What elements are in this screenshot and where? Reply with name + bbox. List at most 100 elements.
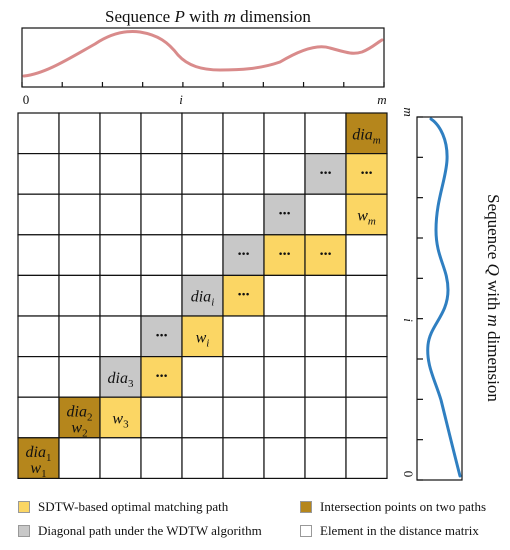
matrix-cell bbox=[304, 356, 347, 398]
ellipsis-label: ··· bbox=[238, 246, 250, 263]
ellipsis-label: ··· bbox=[320, 246, 332, 263]
legend-sdtw-label: SDTW-based optimal matching path bbox=[38, 499, 229, 514]
cell-label-dia-i: diai bbox=[191, 289, 215, 309]
legend: SDTW-based optimal matching path Interse… bbox=[18, 495, 508, 545]
matrix-cell-intersection bbox=[345, 112, 388, 155]
right-plot-ticks bbox=[417, 116, 423, 481]
right-tick-label-end: m bbox=[401, 107, 416, 116]
matrix-cell bbox=[99, 234, 142, 277]
matrix-cell bbox=[140, 274, 183, 317]
matrix-cell bbox=[263, 396, 306, 439]
right-plot-frame bbox=[416, 116, 463, 481]
matrix-cell bbox=[304, 396, 347, 439]
matrix-cell bbox=[17, 112, 60, 155]
matrix-cell-wdtw bbox=[181, 274, 224, 317]
matrix-cell-intersection bbox=[58, 396, 101, 439]
cell-label-dia-2: dia2 bbox=[67, 404, 93, 424]
matrix-cell bbox=[58, 234, 101, 277]
matrix-cell bbox=[345, 437, 388, 479]
top-tick-label-end: m bbox=[377, 92, 386, 107]
matrix-cell bbox=[263, 437, 306, 479]
matrix-cell bbox=[17, 315, 60, 358]
matrix-cell bbox=[140, 153, 183, 195]
matrix-cell bbox=[222, 112, 265, 155]
matrix-cell bbox=[99, 274, 142, 317]
ellipsis-label: ··· bbox=[156, 368, 168, 385]
element-swatch bbox=[300, 525, 312, 537]
intersection-swatch bbox=[300, 501, 312, 513]
sequence-q-curve bbox=[426, 117, 462, 478]
matrix-cell bbox=[181, 234, 224, 277]
legend-element-label: Element in the distance matrix bbox=[320, 523, 479, 538]
matrix-cell-intersection bbox=[17, 437, 60, 479]
cell-label-w-i: wi bbox=[196, 329, 210, 349]
matrix-cell bbox=[345, 315, 388, 358]
distance-matrix: diam ··· ··· ··· wm ··· ··· ··· diai ··· ··· wi dia3… bbox=[17, 112, 388, 480]
sdtw-diagram: Sequence P with m dimension 0 i m diam ··… bbox=[17, 7, 503, 481]
matrix-cell bbox=[181, 396, 224, 439]
matrix-cell bbox=[99, 193, 142, 236]
matrix-cell bbox=[140, 112, 183, 155]
matrix-cell bbox=[140, 193, 183, 236]
matrix-cell bbox=[140, 234, 183, 277]
cell-label-dia-m: diam bbox=[352, 126, 380, 146]
matrix-cell bbox=[222, 193, 265, 236]
ellipsis-label: ··· bbox=[279, 206, 291, 223]
right-plot-title: Sequence Q with m dimension bbox=[484, 194, 503, 402]
matrix-cell bbox=[58, 112, 101, 155]
matrix-cell bbox=[17, 274, 60, 317]
top-tick-label-start: 0 bbox=[23, 92, 30, 107]
legend-item-intersection: Intersection points on two paths bbox=[300, 499, 486, 515]
cell-label-w-m: wm bbox=[357, 208, 376, 228]
sequence-p-curve bbox=[22, 30, 384, 78]
ellipsis-label: ··· bbox=[238, 287, 250, 304]
legend-wdtw-label: Diagonal path under the WDTW algorithm bbox=[38, 523, 262, 538]
right-tick-label-mid: i bbox=[401, 318, 416, 322]
matrix-cell bbox=[222, 396, 265, 439]
matrix-cell bbox=[345, 356, 388, 398]
matrix-cell bbox=[222, 153, 265, 195]
ellipsis-label: ··· bbox=[320, 165, 332, 182]
legend-intersection-label: Intersection points on two paths bbox=[320, 499, 487, 514]
matrix-cell bbox=[263, 274, 306, 317]
matrix-cell bbox=[99, 153, 142, 195]
matrix-cell bbox=[58, 315, 101, 358]
top-plot-frame bbox=[21, 27, 385, 88]
matrix-cell bbox=[58, 356, 101, 398]
legend-item-element: Element in the distance matrix bbox=[300, 523, 479, 539]
matrix-cell bbox=[304, 193, 347, 236]
legend-item-wdtw: Diagonal path under the WDTW algorithm bbox=[18, 523, 262, 539]
ellipsis-label: ··· bbox=[156, 327, 168, 344]
top-plot-ticks bbox=[21, 82, 385, 87]
matrix-cell bbox=[140, 437, 183, 479]
sdtw-swatch bbox=[18, 501, 30, 513]
top-plot-title: Sequence P with m dimension bbox=[105, 7, 311, 26]
cell-label-w-2: w2 bbox=[71, 420, 87, 440]
matrix-cell bbox=[17, 234, 60, 277]
matrix-cell bbox=[99, 315, 142, 358]
matrix-cell bbox=[99, 437, 142, 479]
matrix-cell-sdtw bbox=[263, 234, 306, 277]
matrix-cell bbox=[181, 112, 224, 155]
ellipsis-label: ··· bbox=[361, 165, 373, 182]
matrix-cell-wdtw bbox=[99, 356, 142, 398]
matrix-cell bbox=[345, 396, 388, 439]
matrix-cell-sdtw bbox=[345, 193, 388, 236]
cell-label-w-3: w3 bbox=[112, 411, 129, 431]
matrix-cell bbox=[181, 437, 224, 479]
matrix-cell bbox=[263, 153, 306, 195]
matrix-cell bbox=[99, 112, 142, 155]
matrix-cell bbox=[17, 356, 60, 398]
matrix-cell bbox=[17, 153, 60, 195]
cell-label-dia-3: dia3 bbox=[108, 370, 134, 390]
cell-label-w-1: w1 bbox=[30, 460, 46, 480]
matrix-cell bbox=[263, 315, 306, 358]
matrix-cell bbox=[222, 437, 265, 479]
matrix-cell bbox=[140, 396, 183, 439]
matrix-cell bbox=[58, 274, 101, 317]
matrix-cell bbox=[17, 193, 60, 236]
matrix-cell bbox=[304, 437, 347, 479]
right-plot: m i 0 Sequence Q with m dimension bbox=[401, 107, 503, 481]
matrix-cell-wdtw bbox=[140, 315, 183, 358]
matrix-cell bbox=[304, 315, 347, 358]
